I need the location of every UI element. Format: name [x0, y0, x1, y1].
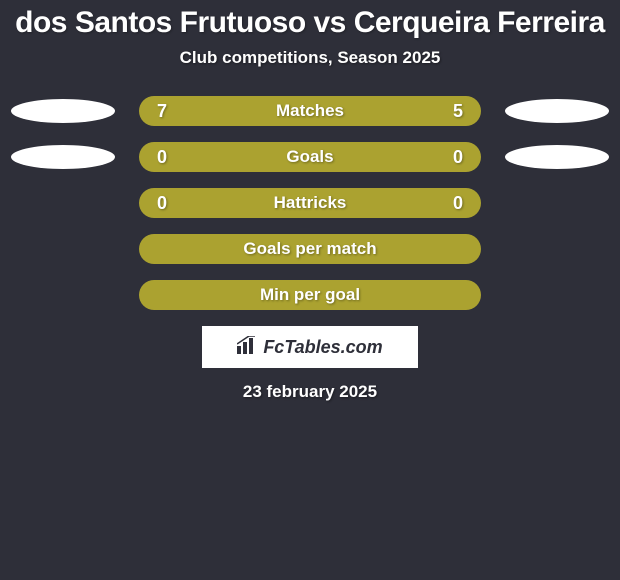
- stat-row: Min per goal: [0, 280, 620, 310]
- player-right-oval: [505, 145, 609, 169]
- stat-value-right: 0: [451, 147, 465, 168]
- stat-bar: Min per goal: [139, 280, 481, 310]
- stat-value-left: 0: [155, 193, 169, 214]
- bar-chart-icon: [237, 336, 257, 359]
- page-subtitle: Club competitions, Season 2025: [0, 48, 620, 68]
- comparison-card: dos Santos Frutuoso vs Cerqueira Ferreir…: [0, 0, 620, 580]
- stat-value-left: 0: [155, 147, 169, 168]
- page-title: dos Santos Frutuoso vs Cerqueira Ferreir…: [0, 0, 620, 40]
- stat-row: Goals per match: [0, 234, 620, 264]
- stat-value-left: 7: [155, 101, 169, 122]
- stat-label: Min per goal: [260, 285, 360, 305]
- logo-text: FcTables.com: [263, 337, 382, 358]
- stat-label: Goals per match: [243, 239, 376, 259]
- date-text: 23 february 2025: [0, 382, 620, 402]
- stat-bar: Goals per match: [139, 234, 481, 264]
- stat-row: 0 Hattricks 0: [0, 188, 620, 218]
- stat-label: Goals: [286, 147, 333, 167]
- stat-rows: 7 Matches 5 0 Goals 0 0 Hattricks 0 Goals per mat…: [0, 96, 620, 310]
- stat-label: Matches: [276, 101, 344, 121]
- stat-value-right: 5: [451, 101, 465, 122]
- player-left-oval: [11, 145, 115, 169]
- logo-box[interactable]: FcTables.com: [202, 326, 418, 368]
- stat-bar: 7 Matches 5: [139, 96, 481, 126]
- stat-bar: 0 Hattricks 0: [139, 188, 481, 218]
- stat-label: Hattricks: [274, 193, 347, 213]
- stat-value-right: 0: [451, 193, 465, 214]
- stat-bar: 0 Goals 0: [139, 142, 481, 172]
- player-left-oval: [11, 99, 115, 123]
- stat-row: 7 Matches 5: [0, 96, 620, 126]
- player-right-oval: [505, 99, 609, 123]
- stat-row: 0 Goals 0: [0, 142, 620, 172]
